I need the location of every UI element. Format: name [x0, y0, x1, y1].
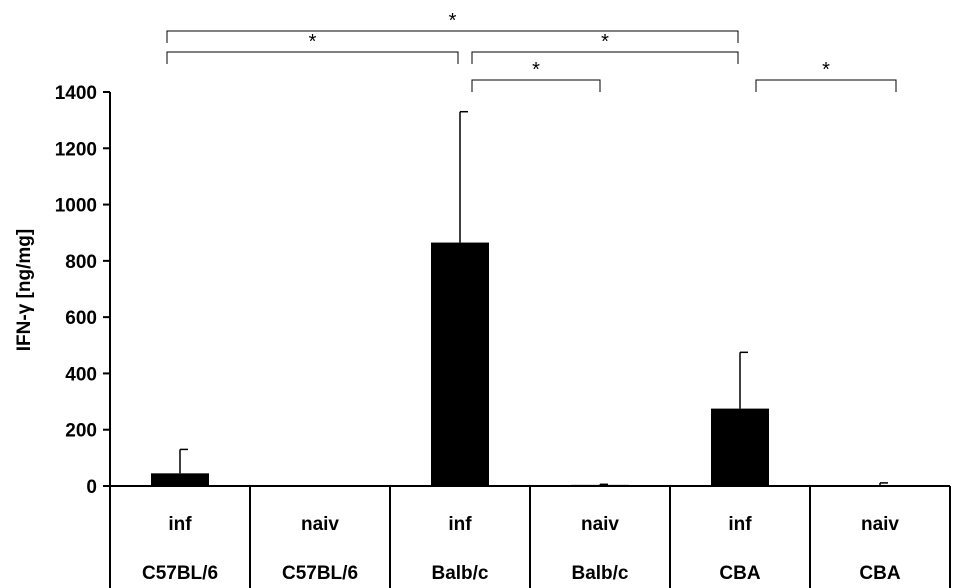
y-tick-label: 1200 — [55, 139, 97, 160]
significance-bracket — [471, 51, 739, 64]
bar — [571, 484, 629, 486]
significance-bracket — [166, 51, 459, 64]
category-label-row2: Balb/c — [431, 563, 488, 584]
y-tick-label: 0 — [86, 477, 97, 498]
significance-bracket — [166, 30, 739, 43]
bar — [291, 485, 349, 486]
significance-star: * — [309, 31, 317, 53]
category-label-row2: C57BL/6 — [142, 563, 218, 584]
category-label-row1: inf — [448, 514, 472, 535]
y-tick-label: 1400 — [55, 83, 97, 104]
category-label-row1: inf — [168, 514, 192, 535]
significance-star: * — [601, 31, 609, 53]
category-label-row2: C57BL/6 — [282, 563, 358, 584]
category-label-row1: inf — [728, 514, 752, 535]
bar — [431, 242, 489, 486]
bar — [851, 485, 909, 486]
category-label-row2: CBA — [859, 563, 900, 584]
category-table: inf C57BL/6 naiv C57BL/6 inf Balb/c naiv Balb/c… — [109, 486, 951, 588]
category-label-row1: naiv — [581, 514, 619, 535]
bars — [151, 110, 909, 486]
y-tick-label: 800 — [65, 252, 97, 273]
significance-star: * — [532, 59, 540, 81]
y-tick-label: 600 — [65, 308, 97, 329]
significance-bracket — [755, 79, 897, 92]
category-label-row1: naiv — [301, 514, 339, 535]
category-label-row2: CBA — [719, 563, 760, 584]
category-label-row2: Balb/c — [571, 563, 628, 584]
y-tick-label: 200 — [65, 421, 97, 442]
y-tick-label: 1000 — [55, 196, 97, 217]
category-label-row1: naiv — [861, 514, 899, 535]
significance-brackets: * * * * * — [166, 10, 897, 92]
bar — [711, 408, 769, 486]
significance-star: * — [449, 10, 457, 32]
bar — [151, 473, 209, 486]
y-tick-label: 400 — [65, 364, 97, 385]
y-axis-title: IFN-γ [ng/mg] — [14, 229, 35, 351]
significance-star: * — [822, 59, 830, 81]
axes: 0 200 400 600 800 1000 1200 1400 — [55, 83, 950, 498]
significance-bracket — [471, 79, 601, 92]
